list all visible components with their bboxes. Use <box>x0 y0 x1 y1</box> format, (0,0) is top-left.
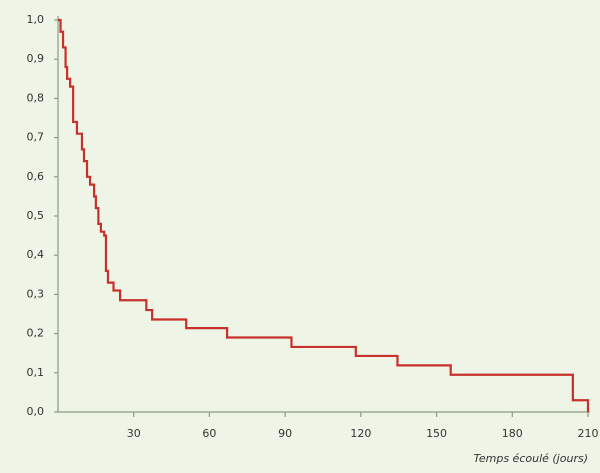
y-tick-label: 0,7 <box>27 131 45 144</box>
y-tick-label: 0,3 <box>27 287 45 300</box>
y-tick-label: 0,0 <box>27 405 45 418</box>
x-tick-label: 90 <box>278 427 292 440</box>
y-tick-label: 0,2 <box>27 327 45 340</box>
y-tick-label: 0,8 <box>27 91 45 104</box>
y-tick-label: 1,0 <box>27 13 45 26</box>
x-tick-label: 150 <box>426 427 447 440</box>
x-tick-label: 180 <box>502 427 523 440</box>
x-tick-label: 60 <box>202 427 216 440</box>
x-tick-label: 120 <box>350 427 371 440</box>
y-tick-label: 0,1 <box>27 366 45 379</box>
x-tick-label: 30 <box>127 427 141 440</box>
y-tick-label: 0,6 <box>27 170 45 183</box>
y-tick-label: 0,5 <box>27 209 45 222</box>
y-tick-label: 0,4 <box>27 248 45 261</box>
x-tick-label: 210 <box>578 427 599 440</box>
y-tick-label: 0,9 <box>27 52 45 65</box>
survival-line <box>58 18 590 412</box>
x-axis-label: Temps écoulé (jours) <box>474 452 589 465</box>
